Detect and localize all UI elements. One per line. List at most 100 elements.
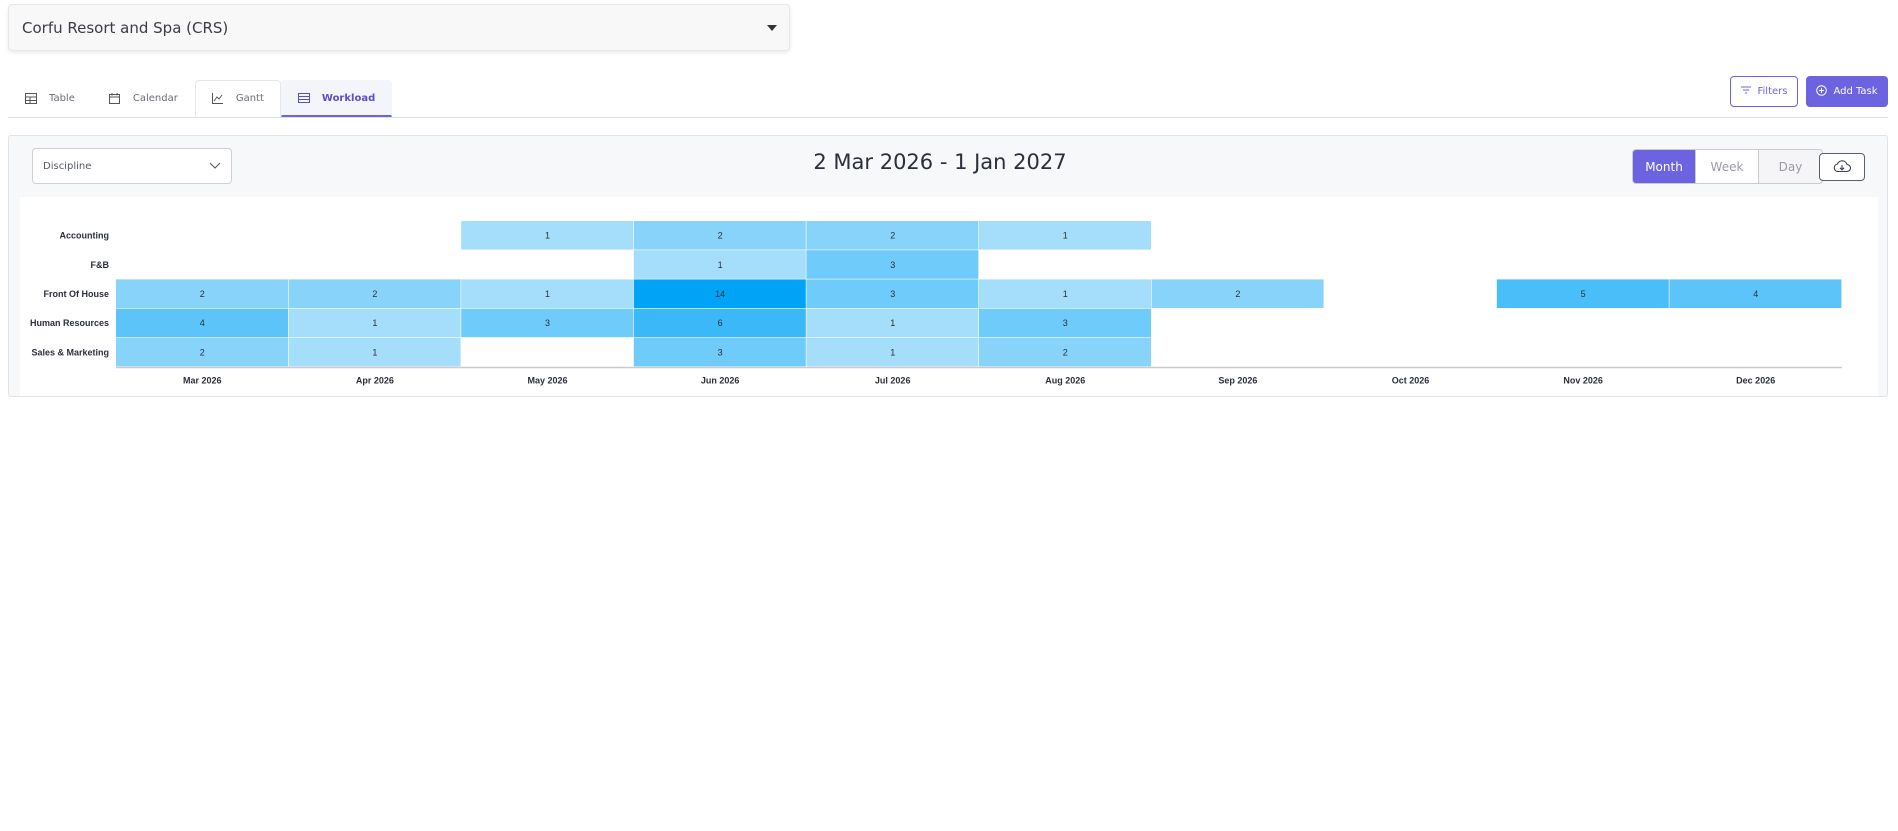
heatmap-cell-value: 4 [1753, 289, 1758, 299]
heatmap-cell-value: 1 [372, 347, 377, 357]
heatmap-cell-value: 3 [545, 318, 550, 328]
property-select-label: Corfu Resort and Spa (CRS) [22, 18, 229, 37]
heatmap-cell[interactable] [979, 337, 1151, 367]
heatmap-cell-value: 1 [372, 318, 377, 328]
heatmap-cell[interactable] [806, 308, 979, 338]
view-mode-day-button[interactable]: Day [1759, 150, 1822, 183]
heatmap-cell[interactable] [806, 250, 979, 279]
heatmap-cell[interactable] [633, 279, 806, 308]
heatmap-cell[interactable] [633, 250, 806, 279]
heatmap-cell-value: 2 [890, 231, 895, 241]
heatmap-cell[interactable] [633, 221, 806, 250]
heatmap-column-label: Apr 2026 [356, 376, 394, 386]
tab-gantt-label: Gantt [235, 93, 264, 104]
tab-workload-label: Workload [321, 92, 376, 104]
heatmap-row-label: Front Of House [44, 289, 110, 299]
table-icon [25, 93, 37, 105]
add-task-button[interactable]: Add Task [1806, 76, 1888, 107]
workload-icon [297, 92, 310, 104]
heatmap-column-label: Oct 2026 [1392, 376, 1430, 386]
tabs-divider [8, 117, 1888, 118]
workload-panel: Discipline 2 Mar 2026 - 1 Jan 2027 Month… [8, 135, 1888, 397]
calendar-icon [109, 93, 121, 105]
property-select[interactable]: Corfu Resort and Spa (CRS) [8, 4, 790, 51]
heatmap-cell[interactable] [806, 337, 979, 367]
tab-workload[interactable]: Workload [280, 80, 393, 117]
heatmap-column-label: Mar 2026 [183, 376, 222, 386]
heatmap-cell-value: 3 [718, 347, 723, 357]
heatmap-cell[interactable] [116, 308, 288, 338]
cloud-download-icon [1833, 158, 1852, 177]
heatmap-cell-value: 2 [200, 289, 205, 299]
heatmap-row-label: F&B [91, 260, 110, 270]
tab-table[interactable]: Table [8, 80, 92, 117]
tab-gantt[interactable]: Gantt [194, 80, 281, 117]
heatmap-svg: 1 2 2 1 1 3 2 2 1 14 3 1 2 5 4 4 1 3 6 1 3 2 1 3 1 2 Accounting F&B… [30, 221, 1842, 386]
caret-down-icon [767, 24, 777, 31]
heatmap-cell-value: 2 [372, 289, 377, 299]
heatmap-cell-value: 2 [200, 347, 205, 357]
heatmap-cell[interactable] [979, 279, 1151, 308]
heatmap-cell-value: 4 [200, 318, 205, 328]
date-range-title: 2 Mar 2026 - 1 Jan 2027 [813, 150, 1067, 174]
heatmap-row-label: Human Resources [30, 318, 109, 328]
heatmap-cell[interactable] [979, 308, 1151, 338]
heatmap-cell-value: 1 [545, 289, 550, 299]
heatmap-cell-value: 5 [1581, 289, 1586, 299]
view-mode-toggle: Month Week Day [1632, 149, 1823, 184]
heatmap-cell-value: 1 [890, 318, 895, 328]
tab-table-label: Table [49, 93, 75, 104]
heatmap-cell-value: 6 [718, 318, 723, 328]
heatmap-cell[interactable] [288, 337, 461, 367]
filters-button-label: Filters [1757, 86, 1788, 97]
heatmap-cell-value: 1 [718, 260, 723, 270]
heatmap-cell-value: 2 [718, 231, 723, 241]
group-by-select[interactable]: Discipline [32, 148, 232, 184]
chevron-down-icon [209, 161, 221, 172]
heatmap-cell-value: 2 [1063, 347, 1068, 357]
heatmap-cell-value: 1 [545, 231, 550, 241]
heatmap-cell[interactable] [979, 221, 1151, 250]
heatmap-cell-value: 1 [1063, 289, 1068, 299]
heatmap-cell[interactable] [633, 308, 806, 338]
workload-heatmap: 1 2 2 1 1 3 2 2 1 14 3 1 2 5 4 4 1 3 6 1 3 2 1 3 1 2 Accounting F&B… [20, 197, 1878, 396]
heatmap-cell[interactable] [288, 308, 461, 338]
heatmap-cell-value: 2 [1235, 289, 1240, 299]
heatmap-cell-value: 1 [890, 347, 895, 357]
heatmap-cell-value: 3 [1063, 318, 1068, 328]
heatmap-cell[interactable] [461, 279, 634, 308]
heatmap-column-label: Dec 2026 [1736, 376, 1775, 386]
tab-calendar[interactable]: Calendar [92, 80, 195, 117]
heatmap-column-label: Jul 2026 [875, 376, 911, 386]
group-by-select-label: Discipline [43, 160, 92, 172]
heatmap-cell[interactable] [116, 337, 288, 367]
heatmap-cell[interactable] [1669, 279, 1842, 308]
heatmap-cell[interactable] [633, 337, 806, 367]
heatmap-column-label: Aug 2026 [1045, 376, 1085, 386]
heatmap-row-label: Accounting [60, 231, 110, 241]
heatmap-cell[interactable] [1151, 279, 1324, 308]
tab-calendar-label: Calendar [132, 93, 178, 104]
heatmap-cell[interactable] [116, 279, 288, 308]
heatmap-cell[interactable] [1496, 279, 1669, 308]
view-mode-week-button[interactable]: Week [1696, 150, 1759, 183]
heatmap-column-label: Jun 2026 [701, 376, 740, 386]
gantt-icon [212, 93, 224, 105]
heatmap-cell[interactable] [461, 221, 634, 250]
heatmap-cell-value: 3 [890, 289, 895, 299]
heatmap-cell[interactable] [806, 279, 979, 308]
heatmap-cell-value: 1 [1063, 231, 1068, 241]
heatmap-cell-value: 3 [890, 260, 895, 270]
download-button[interactable] [1819, 153, 1865, 181]
heatmap-cell-value: 14 [715, 289, 725, 299]
heatmap-column-label: May 2026 [527, 376, 567, 386]
plus-circle-icon [1816, 84, 1828, 99]
view-mode-month-button[interactable]: Month [1633, 150, 1696, 183]
heatmap-cell[interactable] [288, 279, 461, 308]
heatmap-cell[interactable] [806, 221, 979, 250]
heatmap-cell[interactable] [461, 308, 634, 338]
add-task-button-label: Add Task [1833, 86, 1878, 97]
filters-button[interactable]: Filters [1730, 76, 1798, 107]
heatmap-row-label: Sales & Marketing [31, 347, 109, 357]
heatmap-column-label: Sep 2026 [1218, 376, 1257, 386]
